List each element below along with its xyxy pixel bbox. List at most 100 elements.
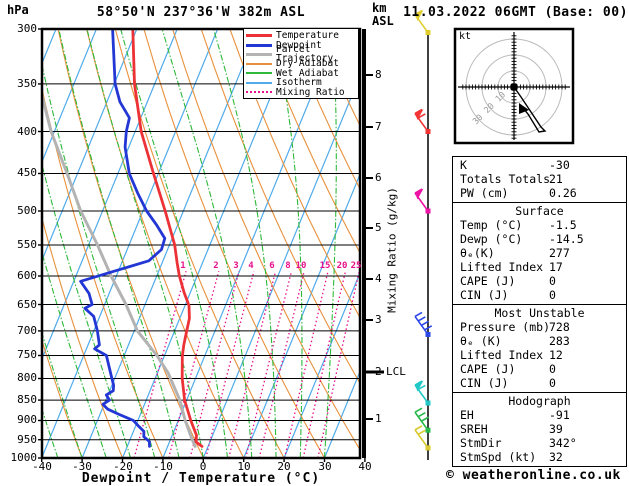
hodograph-unit-label: kt xyxy=(459,31,472,42)
wind-barb-tick xyxy=(414,311,423,318)
wind-barb-tick xyxy=(417,316,426,322)
stat-value: 0 xyxy=(549,376,556,390)
dry-adiabat-line xyxy=(286,29,360,191)
station-title: 58°50'N 237°36'W 382m ASL xyxy=(96,5,306,20)
mixing-ratio-axis-label: Mixing Ratio (g/kg) xyxy=(385,187,399,313)
stat-row: Dewp (°C) -14.5 xyxy=(453,232,626,246)
legend-item: Temperature xyxy=(246,31,358,40)
stat-label: Lifted Index xyxy=(460,348,544,362)
stat-value: -91 xyxy=(549,408,570,422)
datetime-title: 11.03.2022 06GMT (Base: 00) xyxy=(403,5,628,20)
pressure-tick-label: 750 xyxy=(17,348,37,361)
stat-label: CAPE (J) xyxy=(460,362,516,376)
temp-tick-label: -10 xyxy=(153,460,173,473)
stat-value: 21 xyxy=(549,172,563,186)
wind-barb-tick xyxy=(424,325,433,331)
wind-barb-stem xyxy=(414,429,429,449)
wind-barb-stem xyxy=(414,315,429,335)
wind-barb-tick xyxy=(414,188,423,194)
temp-tick-label: 0 xyxy=(199,460,207,473)
stat-value: 39 xyxy=(549,422,563,436)
wind-barb xyxy=(414,407,431,433)
legend-sample-isotherm xyxy=(246,81,272,84)
km-axis-unit-label: km ASL xyxy=(372,1,394,29)
stat-value: 0 xyxy=(549,362,556,376)
km-tick-label: 5 xyxy=(375,221,382,234)
legend-label: Parcel Trajectory xyxy=(276,44,334,65)
wind-barb-stem xyxy=(414,411,429,431)
pressure-tick-label: 900 xyxy=(17,413,37,426)
stat-label: K xyxy=(460,158,467,172)
mixing-ratio-line xyxy=(283,271,329,458)
stat-row: Temp (°C) -1.5 xyxy=(453,218,626,232)
mixing-ratio-line xyxy=(258,271,305,458)
legend-sample-mixing-ratio xyxy=(246,91,272,94)
dry-adiabat-line xyxy=(42,338,83,458)
isotherm-line xyxy=(283,271,360,458)
dry-adiabat-line xyxy=(257,29,360,254)
stat-label: PW (cm) xyxy=(460,186,509,200)
stat-label: EH xyxy=(460,408,474,422)
legend-label: Wet Adiabat xyxy=(276,67,339,79)
km-tick-label: 2 xyxy=(375,365,382,378)
temp-tick-label: 40 xyxy=(358,460,372,473)
pressure-tick-label: 700 xyxy=(17,324,37,337)
wet-adiabat-line xyxy=(323,29,337,458)
mixing-ratio-value-label: 20 xyxy=(336,261,348,271)
legend-item: Mixing Ratio xyxy=(246,86,358,98)
temp-tick-label: 30 xyxy=(318,460,332,473)
stat-row: Lifted Index 17 xyxy=(453,260,626,274)
isotherm-line xyxy=(81,29,259,458)
km-tick-label: 7 xyxy=(375,120,382,133)
wind-barb-tick xyxy=(414,407,423,413)
stat-label: Totals Totals xyxy=(460,172,551,186)
panel-section-title: Most Unstable xyxy=(494,306,585,320)
legend-sample-parcel-trajectory xyxy=(246,52,272,56)
stat-row: CIN (J) 0 xyxy=(453,288,626,302)
stat-value: 283 xyxy=(549,334,570,348)
stat-row: θₑ (K) 283 xyxy=(453,334,626,348)
legend-label: Dewpoint xyxy=(276,39,322,51)
isotherm-line xyxy=(202,74,360,458)
stat-label: Lifted Index xyxy=(460,260,544,274)
stat-label: SREH xyxy=(460,422,488,436)
stat-row: SREH 39 xyxy=(453,422,626,436)
pressure-tick-label: 600 xyxy=(17,269,37,282)
panel-section: K -30 Totals Totals 21 PW (cm) 0.26 xyxy=(452,156,627,203)
wind-barb-tick xyxy=(417,429,426,436)
panel-section-hodograph: Hodograph EH -91 SREH 39 StmDir 342° StmSpd (kt… xyxy=(452,392,627,467)
km-tick-label: 4 xyxy=(375,272,382,285)
stat-label: θₑ(K) xyxy=(460,246,495,260)
stat-value: 0 xyxy=(549,274,556,288)
legend-label: Isotherm xyxy=(276,77,322,89)
stat-label: StmSpd (kt) xyxy=(460,450,537,464)
lcl-label: LCL xyxy=(386,365,406,378)
wind-barb-tick xyxy=(414,380,423,386)
mixing-ratio-value-label: 8 xyxy=(285,261,291,271)
km-tick-label: 6 xyxy=(375,171,382,184)
stat-row: EH -91 xyxy=(453,408,626,422)
legend-sample-dewpoint xyxy=(246,43,272,47)
wet-adiabat-line xyxy=(58,29,180,458)
mixing-ratio-line xyxy=(245,271,293,458)
temp-tick-label: 20 xyxy=(277,460,291,473)
km-tick-label: 1 xyxy=(375,412,382,425)
pressure-tick-label: 350 xyxy=(17,77,37,90)
isotherm-line xyxy=(323,369,360,458)
temp-tick-label: -40 xyxy=(32,460,52,473)
stat-row: Totals Totals 21 xyxy=(453,172,626,186)
stat-label: CIN (J) xyxy=(460,288,509,302)
wet-adiabat-line xyxy=(161,29,253,458)
stat-value: -30 xyxy=(549,158,570,172)
plot-border xyxy=(40,27,362,460)
stat-value: 277 xyxy=(549,246,570,260)
wind-barb-pennant xyxy=(415,109,424,121)
panel-section-most-unstable: Most Unstable Pressure (mb) 728 θₑ (K) 283 Li… xyxy=(452,304,627,393)
temp-tick-label: -20 xyxy=(113,460,133,473)
wind-barb-tick xyxy=(417,384,426,391)
legend-label: Mixing Ratio xyxy=(276,86,345,98)
mixing-ratio-value-label: 1 xyxy=(180,261,186,271)
mixing-ratio-value-label: 10 xyxy=(295,261,307,271)
mixing-ratio-value-label: 3 xyxy=(233,261,239,271)
